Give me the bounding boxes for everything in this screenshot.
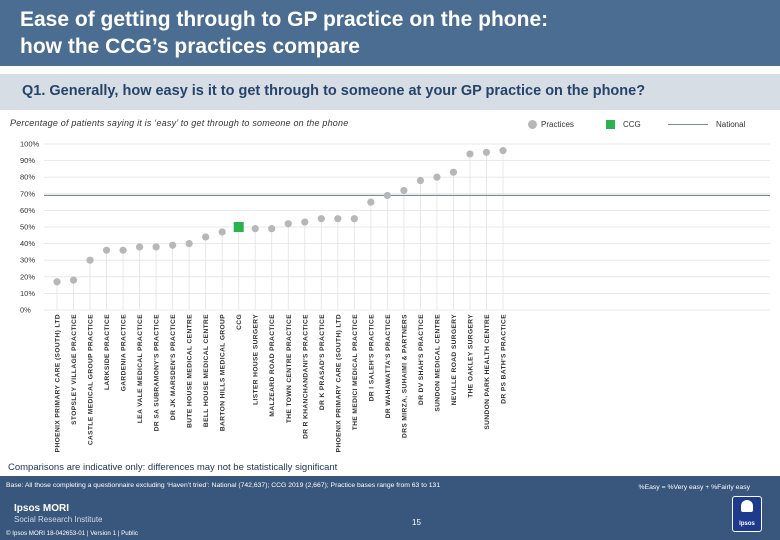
practice-point: [86, 256, 94, 264]
x-category-label: THE OAKLEY SURGERY: [467, 314, 474, 398]
y-tick-label: 0%: [20, 306, 31, 315]
easy-definition: %Easy = %Very easy + %Fairly easy: [638, 484, 750, 491]
practice-point: [334, 215, 342, 223]
x-category-label: BARTON HILLS MEDICAL GROUP: [220, 314, 227, 431]
x-category-label: STOPSLEY VILLAGE PRACTICE: [71, 314, 78, 425]
ipsos-logo: Ipsos: [732, 496, 762, 532]
x-category-label: LARKSIDE PRACTICE: [104, 314, 111, 390]
y-tick-label: 60%: [20, 206, 35, 215]
x-category-label: DR I SALEH'S PRACTICE: [368, 314, 375, 401]
y-tick-label: 90%: [20, 156, 35, 165]
x-category-label: BUTE HOUSE MEDICAL CENTRE: [187, 314, 194, 428]
brand-subline: Social Research Institute: [14, 515, 103, 524]
x-category-label: SUNDON PARK HEALTH CENTRE: [484, 314, 491, 430]
legend-item-national: National: [668, 117, 745, 131]
x-category-label: CCG: [236, 314, 243, 330]
ipsos-mark-icon: [741, 500, 753, 512]
x-category-label: DR WAHAWATTA'S PRACTICE: [385, 314, 392, 418]
x-category-label: DR R KHANCHANDANI'S PRACTICE: [302, 314, 309, 439]
x-category-label: CASTLE MEDICAL GROUP PRACTICE: [88, 314, 95, 445]
practice-point: [102, 246, 111, 254]
y-tick-label: 30%: [20, 256, 35, 265]
legend-label-national: National: [716, 119, 746, 129]
x-category-label: SUNDON MEDICAL CENTRE: [434, 314, 441, 412]
practice-comparison-chart: 0% 10% 20% 30% 40% 50% 60% 70% 80% 90% 100% PHOENI…: [20, 140, 770, 453]
footer-bar: Base: All those completing a questionnai…: [0, 476, 780, 540]
x-category-label: THE TOWN CENTRE PRACTICE: [286, 314, 293, 423]
practice-point: [317, 215, 325, 223]
y-tick-label: 10%: [20, 289, 35, 298]
y-axis-ticks: 0% 10% 20% 30% 40% 50% 60% 70% 80% 90% 100%: [20, 140, 40, 315]
practice-point: [202, 233, 210, 241]
practice-point: [169, 241, 177, 249]
legend-label-practices: Practices: [541, 119, 574, 129]
x-category-label: GARDENIA PRACTICE: [121, 314, 128, 391]
legend-item-practices: Practices: [528, 117, 574, 131]
ccg-square-icon: [606, 119, 615, 129]
y-tick-label: 50%: [20, 223, 35, 232]
practice-point: [53, 278, 61, 286]
chart-subtitle: Percentage of patients saying it is ‘eas…: [10, 118, 349, 128]
x-category-label: PHOENIX PRIMARY CARE (SOUTH) LTD: [55, 314, 62, 452]
practice-point: [433, 173, 441, 181]
page-number: 15: [412, 518, 421, 527]
gridlines: [44, 143, 770, 311]
practice-point: [185, 240, 193, 248]
practice-point: [218, 228, 226, 236]
x-category-label: THE MEDICI MEDICAL PRACTICE: [352, 314, 359, 430]
practice-point: [466, 150, 474, 158]
logo-word: Ipsos: [739, 521, 755, 527]
data-points: [53, 147, 507, 286]
practice-point: [400, 186, 408, 195]
national-line-icon: [668, 123, 708, 125]
x-category-label: DR PS BATH'S PRACTICE: [501, 314, 508, 404]
practice-point: [135, 243, 144, 251]
y-tick-label: 20%: [20, 272, 35, 281]
title-banner: Ease of getting through to GP practice o…: [0, 0, 780, 66]
x-category-label: MALZEARD ROAD PRACTICE: [269, 314, 276, 417]
practice-point: [284, 220, 292, 228]
x-category-label: DRS MIRZA, SUHAIMI & PARTNERS: [401, 314, 408, 438]
x-category-label: LISTER HOUSE SURGERY: [253, 314, 260, 405]
comparison-note: Comparisons are indicative only: differe…: [8, 462, 338, 473]
copyright-text: © Ipsos MORI 18-042653-01 | Version 1 | …: [6, 530, 138, 537]
practice-point: [383, 191, 391, 200]
y-tick-label: 100%: [20, 140, 40, 149]
x-category-label: DR SA SUBRAMONY'S PRACTICE: [154, 314, 161, 431]
x-category-label: BELL HOUSE MEDICAL CENTRE: [203, 314, 210, 427]
brand-name: Ipsos MORI: [14, 503, 70, 514]
x-category-label: DR K PRASAD'S PRACTICE: [319, 314, 326, 410]
practice-point: [152, 243, 160, 251]
page-title: Ease of getting through to GP practice o…: [20, 8, 549, 58]
practice-point: [482, 148, 491, 156]
legend-label-ccg: CCG: [623, 119, 641, 129]
practice-point: [268, 225, 276, 233]
base-text: Base: All those completing a questionnai…: [6, 482, 441, 489]
y-tick-label: 80%: [20, 173, 35, 182]
practice-point: [350, 215, 358, 223]
practice-point: [301, 218, 309, 226]
practice-point: [367, 198, 375, 206]
practice-point: [416, 176, 425, 185]
ccg-marker: [233, 222, 244, 232]
drop-lines: [56, 150, 504, 310]
practice-point: [251, 225, 259, 233]
x-category-label: PHOENIX PRIMARY CARE (SOUTH) LTD: [335, 314, 342, 452]
practice-dot-icon: [528, 119, 537, 129]
x-category-label: LEA VALE MEDICAL PRACTICE: [137, 314, 144, 423]
legend-item-ccg: CCG: [606, 117, 641, 131]
practice-point: [449, 168, 458, 176]
x-category-label: DR DV SHAH'S PRACTICE: [418, 314, 425, 405]
x-axis-labels: PHOENIX PRIMARY CARE (SOUTH) LTD STOPSLEY…: [55, 314, 508, 453]
x-category-label: NEVILLE ROAD SURGERY: [451, 314, 458, 405]
y-tick-label: 40%: [20, 239, 35, 248]
y-tick-label: 70%: [20, 189, 35, 198]
practice-point: [119, 246, 127, 254]
question-text: Q1. Generally, how easy is it to get thr…: [22, 83, 646, 99]
practice-point: [69, 276, 78, 284]
x-category-label: DR JK MARSDEN'S PRACTICE: [170, 314, 177, 420]
question-banner: Q1. Generally, how easy is it to get thr…: [0, 74, 780, 110]
practice-point: [499, 147, 507, 155]
